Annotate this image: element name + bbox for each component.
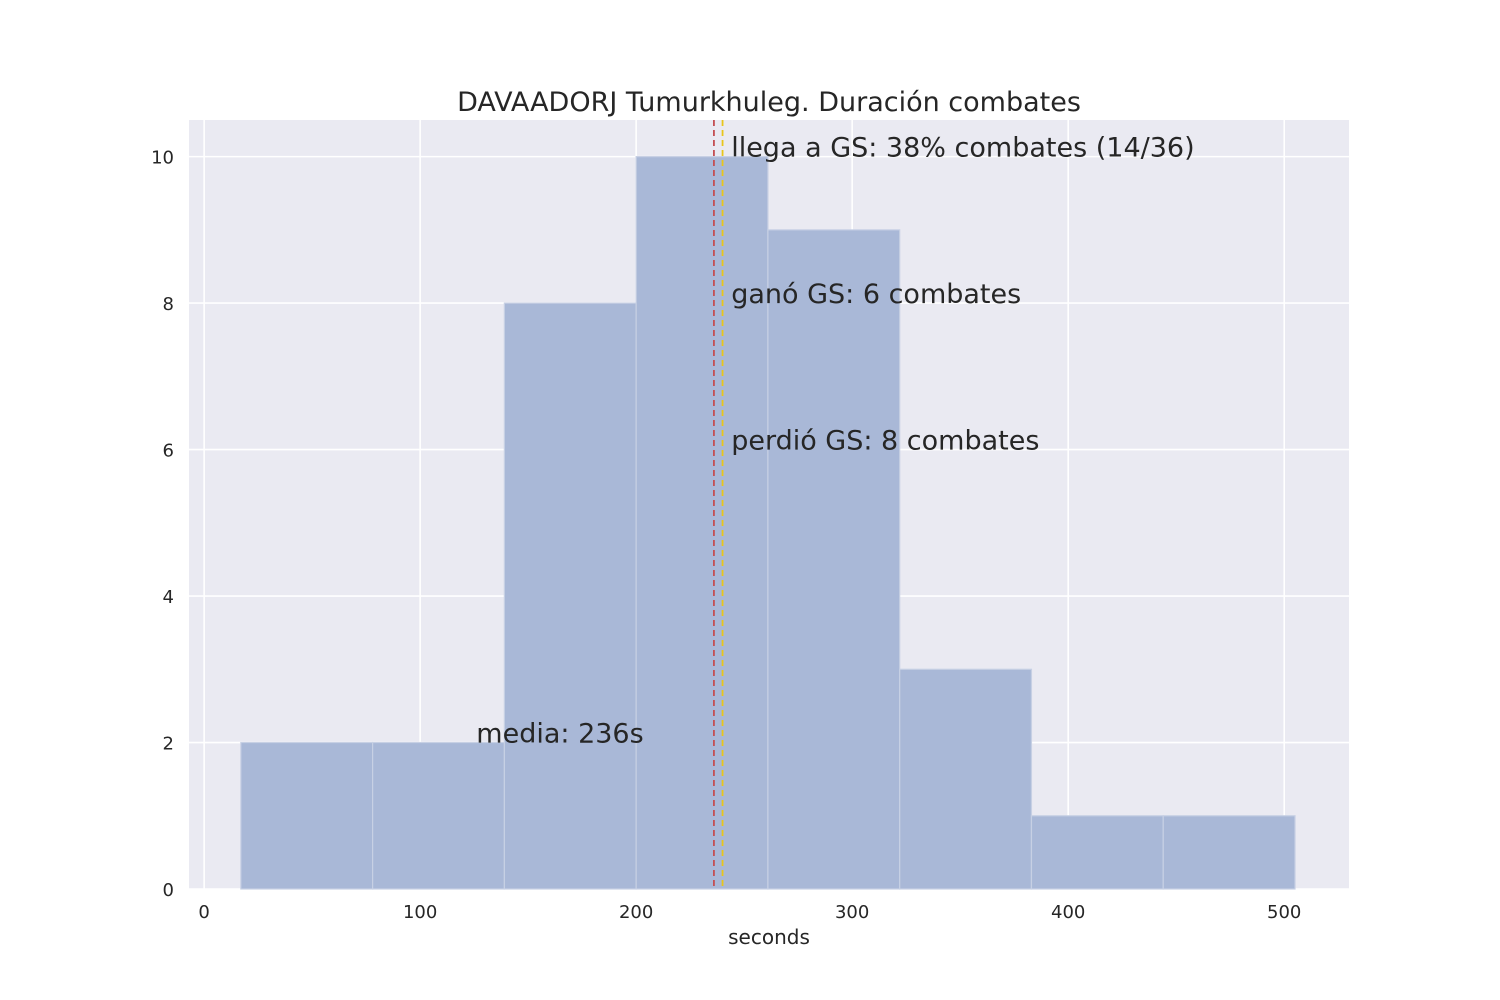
x-tick-label: 100 xyxy=(403,902,437,923)
histogram-bar xyxy=(372,741,505,890)
x-tick-label: 500 xyxy=(1267,902,1301,923)
annotation-text: media: 236s xyxy=(476,719,643,750)
histogram-bar xyxy=(1030,815,1164,890)
histogram-bar xyxy=(503,302,637,890)
x-tick-label: 200 xyxy=(619,902,653,923)
y-tick-label: 4 xyxy=(163,587,174,608)
x-tick-label: 300 xyxy=(835,902,869,923)
chart-title: DAVAADORJ Tumurkhuleg. Duración combates xyxy=(457,87,1081,118)
y-tick-label: 0 xyxy=(163,880,174,901)
annotation-text: ganó GS: 6 combates xyxy=(731,279,1021,310)
x-axis-label: seconds xyxy=(728,925,810,949)
histogram-bar xyxy=(899,668,1033,890)
y-tick-label: 2 xyxy=(163,734,174,755)
y-tick-label: 8 xyxy=(163,294,174,315)
x-tick-label: 400 xyxy=(1051,902,1085,923)
histogram-bar xyxy=(767,229,901,890)
annotation-text: llega a GS: 38% combates (14/36) xyxy=(731,133,1194,164)
histogram-bar xyxy=(240,741,374,890)
annotation-text: perdió GS: 8 combates xyxy=(731,426,1039,457)
y-tick-label: 10 xyxy=(151,148,174,169)
histogram-bar xyxy=(635,156,769,890)
x-tick-label: 0 xyxy=(198,902,209,923)
histogram-bar xyxy=(1162,815,1296,890)
y-tick-label: 6 xyxy=(163,441,174,462)
